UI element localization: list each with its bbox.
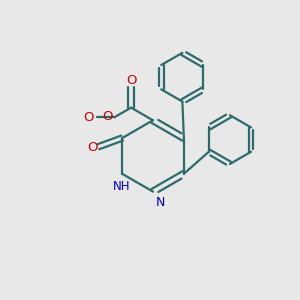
Text: O: O: [103, 110, 113, 123]
Text: O: O: [88, 141, 98, 154]
Text: NH: NH: [113, 180, 130, 193]
Text: O: O: [126, 74, 136, 87]
Text: O: O: [83, 111, 94, 124]
Text: N: N: [156, 196, 165, 208]
